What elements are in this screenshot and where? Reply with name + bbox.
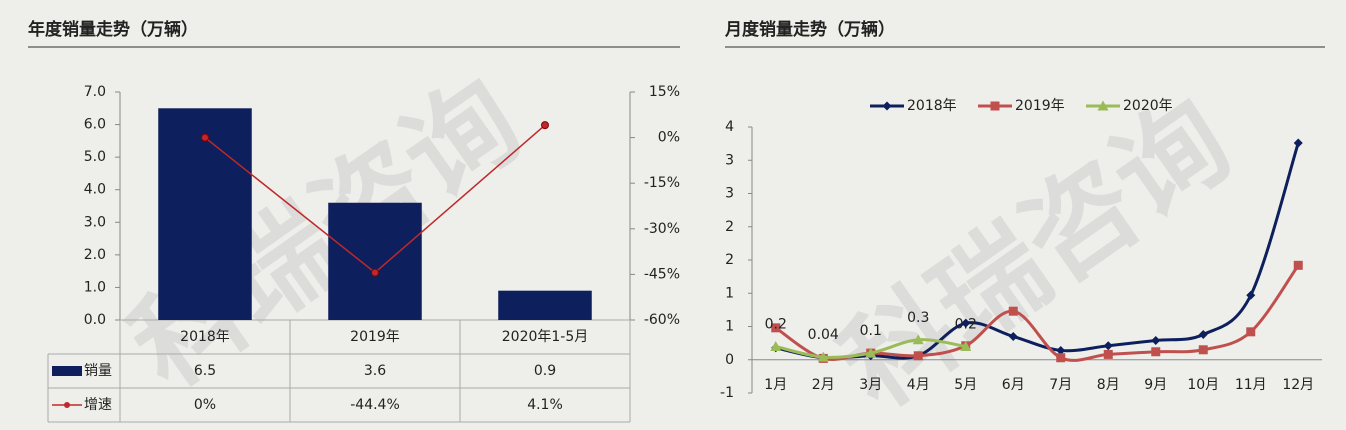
y-tick-label: 4 [725,119,734,135]
bar [328,202,422,320]
y-tick-label: -1 [720,385,734,401]
y2-tick-label: -45% [644,266,680,282]
legend-swatch [52,366,82,376]
point [1198,329,1208,339]
point [961,318,971,328]
point [1103,349,1113,359]
x-tick-label: 7月 [1049,377,1072,393]
y-tick-label: 7.0 [84,84,106,100]
data-label: 0.2 [765,316,787,332]
table-cell: 0% [194,397,216,413]
y-tick-label: 1 [725,285,734,301]
point [1056,345,1066,355]
legend-label: 2019年 [1015,98,1065,114]
y2-tick-label: -30% [644,221,680,237]
y-tick-label: 1.0 [84,279,106,295]
x-tick-label: 9月 [1144,377,1167,393]
point [990,101,1000,111]
y-tick-label: 6.0 [84,117,106,133]
x-tick-label: 2019年 [350,329,400,345]
point [817,351,829,362]
point [1151,347,1161,357]
legend-label: 增速 [84,397,112,413]
y2-tick-label: 0% [658,130,680,146]
point [1103,341,1113,351]
point [1151,335,1161,345]
y-tick-label: 0 [725,352,734,368]
x-tick-label: 6月 [1002,377,1025,393]
table-cell: 0.9 [534,363,556,379]
data-label: 0.3 [907,310,929,326]
point [1246,290,1256,300]
y-tick-label: 3 [725,186,734,202]
point [1008,306,1018,316]
point [1198,345,1208,355]
table-cell: 6.5 [194,363,216,379]
y-tick-label: 5.0 [84,149,106,165]
data-label: 0.1 [860,323,882,339]
x-tick-label: 2018年 [180,329,230,345]
legend-label: 2020年 [1123,98,1173,114]
y-tick-label: 3.0 [84,214,106,230]
table-cell: -44.4% [350,397,400,413]
point [1293,138,1303,148]
point [882,101,892,111]
point [1293,260,1303,270]
point [865,347,877,358]
y-tick-label: 0.0 [84,312,106,328]
y-tick-label: 2 [725,219,734,235]
bar [498,290,592,320]
x-tick-label: 12月 [1282,377,1314,393]
point [913,351,923,361]
point [541,121,549,130]
point [371,268,379,277]
y2-tick-label: -60% [644,312,680,328]
legend-label: 2018年 [907,98,957,114]
point [1246,327,1256,337]
table-cell: 3.6 [364,363,386,379]
x-tick-label: 4月 [907,377,930,393]
point [201,133,209,142]
y2-tick-label: -15% [644,175,680,191]
y-tick-label: 2.0 [84,247,106,263]
point [770,340,782,351]
y-tick-label: 4.0 [84,182,106,198]
point [771,323,781,333]
bar [158,108,252,321]
point [1008,331,1018,341]
chart-title: 月度销量走势（万辆） [724,19,895,40]
legend-label: 销量 [84,363,112,379]
point [912,334,924,345]
y2-tick-label: 15% [649,84,680,100]
legend-swatch [64,402,70,408]
x-tick-label: 5月 [954,377,977,393]
table-cell: 4.1% [527,397,563,413]
point [960,340,972,351]
x-tick-label: 2020年1-5月 [502,329,589,345]
chart-title: 年度销量走势（万辆） [28,19,198,40]
data-label: 0.2 [955,316,977,332]
data-label: 0.04 [808,327,839,343]
y-tick-label: 2 [725,252,734,268]
x-tick-label: 10月 [1187,377,1219,393]
x-tick-label: 11月 [1235,377,1267,393]
x-tick-label: 8月 [1097,377,1120,393]
y-tick-label: 3 [725,152,734,168]
x-tick-label: 2月 [812,377,835,393]
y-tick-label: 1 [725,319,734,335]
point [1097,100,1109,111]
x-tick-label: 1月 [764,377,787,393]
x-tick-label: 3月 [859,377,882,393]
point [1056,353,1066,363]
